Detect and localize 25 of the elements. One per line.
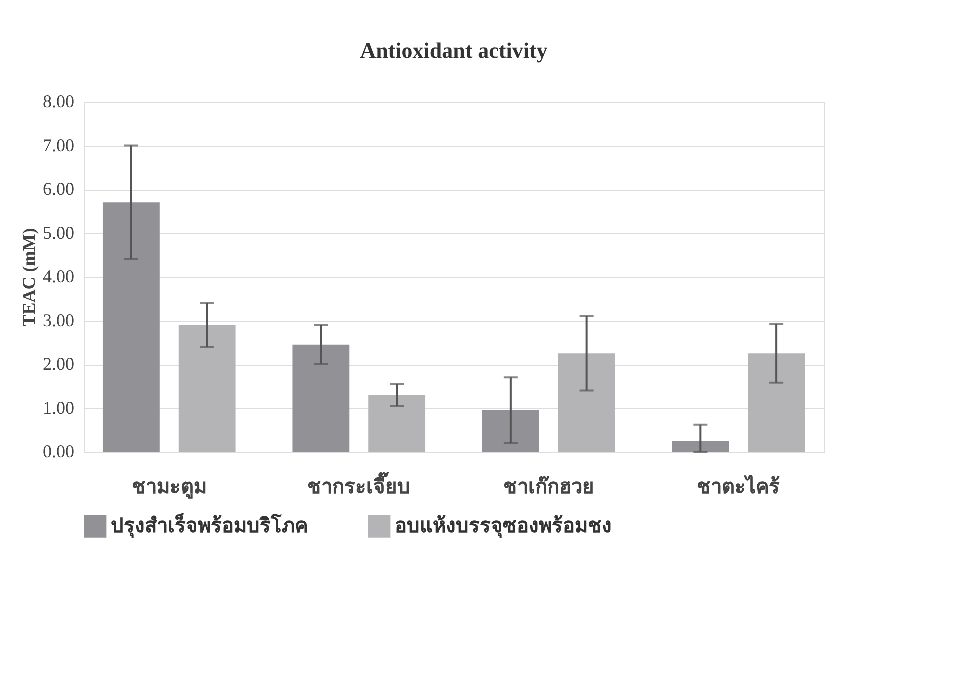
- y-tick-label: 1.00: [43, 398, 74, 418]
- y-axis-title: TEAC (mM): [19, 228, 39, 327]
- legend-label: อบแห้งบรรจุซองพร้อมชง: [395, 514, 612, 539]
- bar: [292, 344, 350, 452]
- y-tick-label: 2.00: [43, 354, 74, 374]
- x-tick-label: ชาตะไคร้: [697, 474, 780, 498]
- y-tick-label: 6.00: [43, 179, 74, 199]
- y-tick-label: 4.00: [43, 266, 74, 286]
- x-tick-label: ชามะตูม: [132, 476, 207, 500]
- x-tick-label: ชาเก๊กฮวย: [503, 476, 594, 498]
- bar: [748, 354, 806, 452]
- bar: [178, 325, 236, 452]
- legend-label: ปรุงสำเร็จพร้อมบริโภค: [111, 512, 308, 539]
- y-tick-label: 5.00: [43, 222, 74, 243]
- y-tick-label: 0.00: [43, 442, 74, 462]
- bar: [368, 395, 426, 452]
- y-tick-label: 3.00: [43, 310, 74, 330]
- bar: [558, 354, 616, 452]
- bar: [672, 441, 730, 452]
- bar: [102, 202, 160, 452]
- x-tick-label: ชากระเจี๊ยบ: [308, 472, 411, 498]
- y-tick-label: 7.00: [43, 135, 74, 156]
- y-tick-label: 8.00: [43, 92, 74, 112]
- chart-title: Antioxidant activity: [360, 38, 548, 63]
- bar: [482, 410, 540, 452]
